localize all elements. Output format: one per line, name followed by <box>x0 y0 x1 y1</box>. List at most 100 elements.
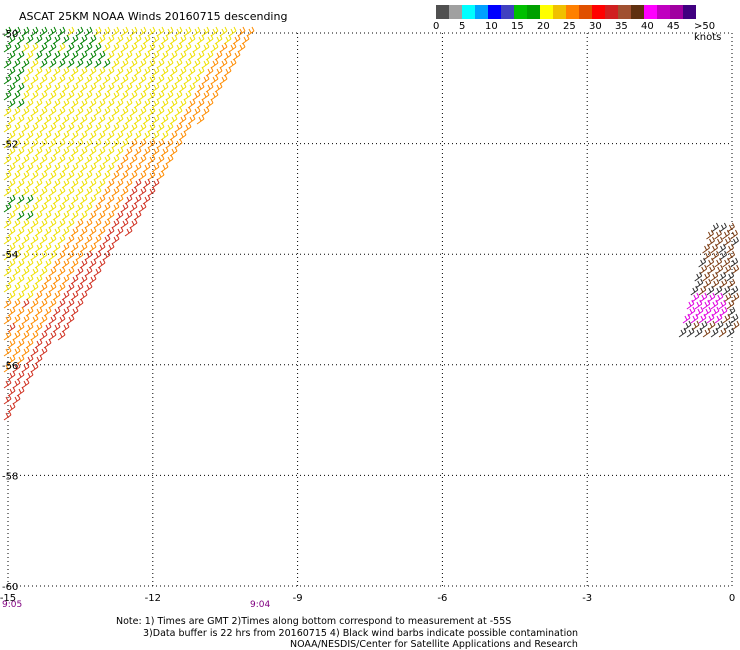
y-tick-label: -54 <box>2 250 18 261</box>
wind-barb <box>690 285 699 296</box>
wind-barb <box>111 170 120 181</box>
wind-barb <box>84 266 93 277</box>
wind-barb <box>52 178 61 189</box>
wind-barb <box>690 313 699 324</box>
wind-barb <box>210 74 219 85</box>
wind-barb <box>16 226 25 237</box>
wind-barb <box>115 50 124 61</box>
wind-barb <box>34 82 43 93</box>
wind-barb <box>111 26 120 37</box>
wind-barb <box>694 327 703 338</box>
wind-barb <box>52 194 61 205</box>
wind-barb <box>39 186 48 197</box>
wind-barb <box>142 98 151 109</box>
wind-barb <box>115 114 124 125</box>
wind-barb <box>205 50 214 61</box>
wind-barb <box>731 320 740 331</box>
wind-barb <box>30 346 39 357</box>
wind-barb <box>52 34 61 45</box>
wind-barb <box>111 58 120 69</box>
wind-barb <box>57 138 66 149</box>
x-axis-ticks: -15 -12 -9 -6 -3 0 <box>0 593 735 604</box>
wind-barb <box>61 322 70 333</box>
wind-barb <box>12 90 21 101</box>
wind-barb <box>39 106 48 117</box>
wind-barb <box>79 226 88 237</box>
wind-barb <box>30 122 39 133</box>
wind-barb <box>730 229 738 240</box>
wind-barb <box>133 130 142 141</box>
wind-barb <box>21 330 30 341</box>
wind-barb <box>25 50 34 61</box>
wind-barb <box>192 106 201 117</box>
wind-barb <box>169 34 178 45</box>
wind-barb <box>124 130 133 141</box>
wind-barb <box>219 58 228 69</box>
wind-barb <box>57 170 66 181</box>
wind-barb <box>106 66 115 77</box>
wind-barb <box>88 130 97 141</box>
wind-barb <box>88 210 97 221</box>
wind-barb <box>30 282 39 293</box>
wind-barb <box>147 42 156 53</box>
wind-barb <box>183 58 192 69</box>
wind-barb <box>3 234 12 245</box>
y-tick-label: -58 <box>2 471 18 482</box>
wind-barb <box>25 210 34 221</box>
wind-barb <box>722 257 731 268</box>
colorbar-label: 25 <box>563 21 576 32</box>
wind-barb <box>3 362 12 373</box>
wind-barb <box>12 42 21 53</box>
colorbar-segment <box>657 5 670 19</box>
wind-barb <box>160 146 169 157</box>
wind-barb <box>48 58 57 69</box>
wind-barb <box>75 122 84 133</box>
wind-barb <box>97 210 106 221</box>
wind-barb <box>699 292 708 303</box>
wind-barb <box>115 146 124 157</box>
wind-barb <box>178 98 187 109</box>
wind-barb <box>151 82 160 93</box>
wind-barb <box>84 250 93 261</box>
wind-barb <box>70 274 79 285</box>
wind-barb <box>138 122 147 133</box>
colorbar-label: 10 <box>485 21 498 32</box>
wind-barb <box>84 106 93 117</box>
wind-barb <box>142 50 151 61</box>
wind-barb <box>178 82 187 93</box>
wind-barb <box>715 320 724 331</box>
wind-barb <box>719 250 728 261</box>
wind-barb <box>120 90 129 101</box>
wind-barb <box>160 50 169 61</box>
wind-barb <box>142 82 151 93</box>
wind-barb <box>25 98 34 109</box>
wind-barb <box>120 154 129 165</box>
colorbar-segment <box>462 5 475 19</box>
wind-barb <box>3 106 12 117</box>
wind-barb <box>142 194 151 205</box>
wind-barb <box>156 58 165 69</box>
wind-barb <box>169 50 178 61</box>
x-tick-label: -12 <box>145 593 161 604</box>
wind-barb <box>43 210 52 221</box>
wind-barb <box>133 34 142 45</box>
wind-barb <box>21 154 30 165</box>
wind-barb <box>3 394 12 405</box>
wind-barb <box>106 114 115 125</box>
wind-barb <box>21 250 30 261</box>
wind-barb <box>178 50 187 61</box>
wind-barb <box>7 82 16 93</box>
wind-barb <box>715 292 724 303</box>
wind-barb <box>178 130 187 141</box>
wind-barb <box>43 322 52 333</box>
wind-barb <box>124 162 133 173</box>
wind-barb <box>12 330 21 341</box>
wind-barb <box>66 58 75 69</box>
wind-barb <box>115 194 124 205</box>
wind-barb <box>111 154 120 165</box>
wind-barb <box>7 290 16 301</box>
wind-barb <box>93 266 102 277</box>
wind-barb <box>79 66 88 77</box>
wind-barb <box>48 154 57 165</box>
